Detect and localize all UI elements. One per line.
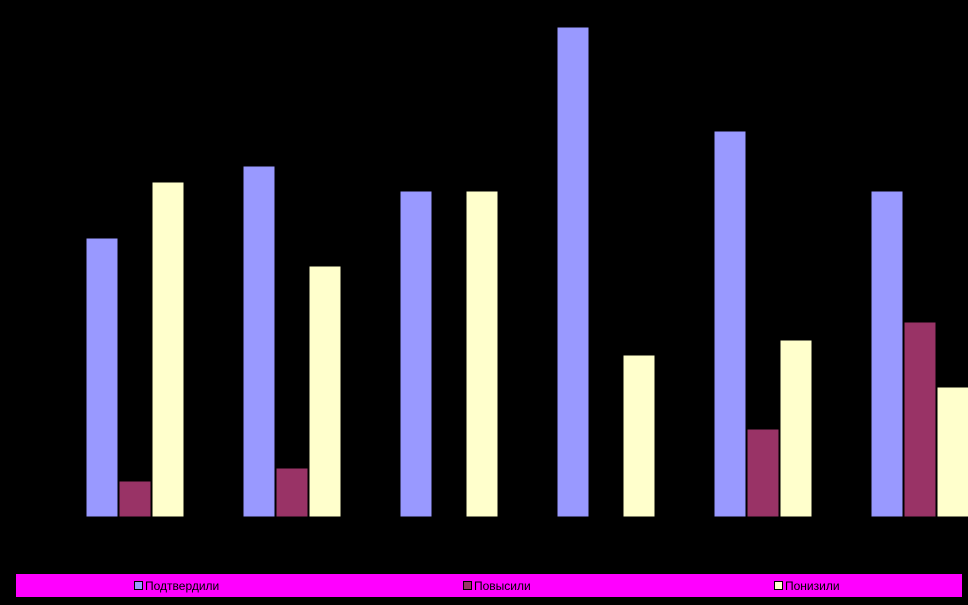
bar-series-3-group-6 (936, 386, 968, 518)
bar-series-3-group-2 (308, 265, 342, 518)
legend-swatch-series-2 (463, 581, 472, 590)
bar-series-1-group-3 (399, 190, 433, 518)
legend-item-series-1: Подтвердили (134, 574, 219, 597)
legend-label-series-2: Повысили (474, 578, 531, 593)
bar-series-2-group-2 (275, 467, 309, 518)
bar-series-3-group-4 (622, 354, 656, 518)
legend-item-series-3: Понизили (774, 574, 840, 597)
bar-series-1-group-1 (85, 237, 119, 518)
bar-series-1-group-6 (870, 190, 904, 518)
bar-series-2-group-5 (746, 428, 780, 518)
bar-chart (85, 26, 968, 518)
bar-series-3-group-5 (779, 339, 813, 518)
bar-series-2-group-6 (903, 321, 937, 518)
bar-series-1-group-4 (556, 26, 590, 518)
legend-swatch-series-3 (774, 581, 783, 590)
bar-series-1-group-2 (242, 165, 276, 518)
legend: Подтвердили Повысили Понизили (16, 574, 962, 597)
bars-group (85, 26, 968, 518)
legend-swatch-series-1 (134, 581, 143, 590)
bar-series-3-group-3 (465, 190, 499, 518)
legend-label-series-3: Понизили (785, 578, 840, 593)
legend-item-series-2: Повысили (463, 574, 531, 597)
bar-series-2-group-1 (118, 480, 152, 518)
bar-series-3-group-1 (151, 181, 185, 518)
bar-series-1-group-5 (713, 130, 747, 518)
legend-label-series-1: Подтвердили (145, 578, 220, 593)
